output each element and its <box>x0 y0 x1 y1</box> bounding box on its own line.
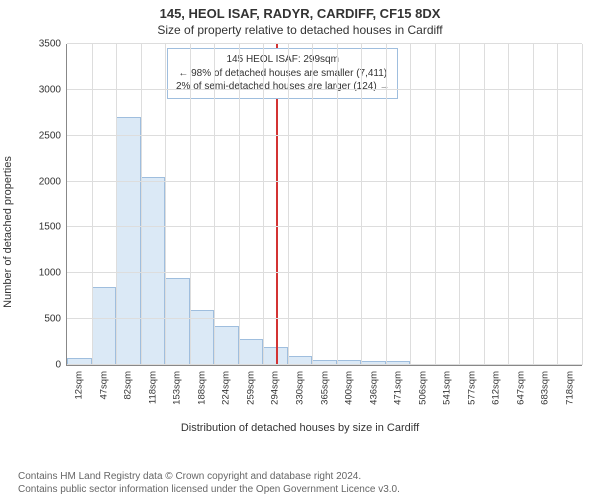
x-tick: 436sqm <box>368 371 379 405</box>
y-axis-label: Number of detached properties <box>2 156 14 308</box>
x-tick: 365sqm <box>319 371 330 405</box>
annotation-box: 145 HEOL ISAF: 299sqm ← 98% of detached … <box>167 48 398 99</box>
x-tick: 82sqm <box>123 371 134 400</box>
x-tick: 612sqm <box>491 371 502 405</box>
x-tick: 118sqm <box>147 371 158 404</box>
x-tick: 153sqm <box>172 371 183 405</box>
y-tick: 500 <box>44 314 67 325</box>
x-tick: 188sqm <box>196 371 207 405</box>
plot-area: 145 HEOL ISAF: 299sqm ← 98% of detached … <box>66 44 582 366</box>
y-tick: 3500 <box>39 39 67 50</box>
bar <box>165 278 190 365</box>
bar <box>214 326 239 365</box>
y-tick: 0 <box>55 360 67 371</box>
x-tick: 259sqm <box>245 371 256 405</box>
annot-line1: 145 HEOL ISAF: 299sqm <box>176 53 389 67</box>
x-tick: 541sqm <box>442 371 453 405</box>
x-tick: 400sqm <box>344 371 355 405</box>
x-tick: 647sqm <box>515 371 526 405</box>
x-tick: 471sqm <box>393 371 404 405</box>
footer-line1: Contains HM Land Registry data © Crown c… <box>18 470 600 483</box>
x-tick: 12sqm <box>74 371 85 400</box>
x-tick: 718sqm <box>564 371 575 405</box>
x-axis-label: Distribution of detached houses by size … <box>18 422 582 434</box>
annot-line2: ← 98% of detached houses are smaller (7,… <box>176 67 389 81</box>
x-tick: 683sqm <box>540 371 551 405</box>
footer-line2: Contains public sector information licen… <box>18 483 600 496</box>
x-tick: 330sqm <box>294 371 305 405</box>
histogram-chart: Number of detached properties 145 HEOL I… <box>18 44 582 420</box>
footer-text: Contains HM Land Registry data © Crown c… <box>0 470 600 496</box>
bar <box>239 339 264 365</box>
page-title: 145, HEOL ISAF, RADYR, CARDIFF, CF15 8DX <box>0 0 600 21</box>
annot-line3: 2% of semi-detached houses are larger (1… <box>176 80 389 94</box>
bar <box>92 287 117 365</box>
x-tick: 506sqm <box>417 371 428 405</box>
y-tick: 2000 <box>39 176 67 187</box>
x-tick: 577sqm <box>466 371 477 405</box>
y-tick: 3000 <box>39 84 67 95</box>
page-subtitle: Size of property relative to detached ho… <box>0 21 600 37</box>
x-tick: 294sqm <box>270 371 281 405</box>
y-tick: 1500 <box>39 222 67 233</box>
x-tick: 47sqm <box>98 371 109 400</box>
bar <box>141 177 166 365</box>
y-tick: 2500 <box>39 130 67 141</box>
bar <box>116 117 141 365</box>
y-tick: 1000 <box>39 268 67 279</box>
x-tick: 224sqm <box>221 371 232 405</box>
